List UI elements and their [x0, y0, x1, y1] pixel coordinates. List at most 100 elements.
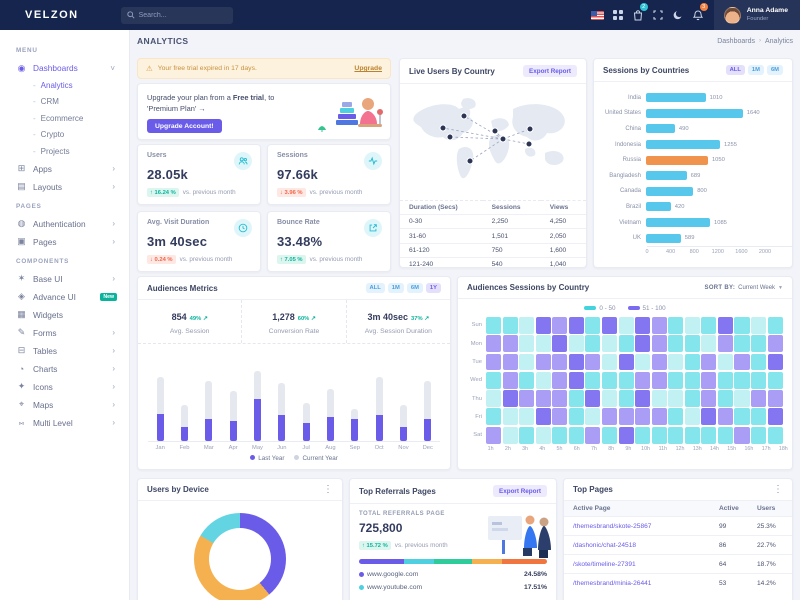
- referral-row[interactable]: www.google.com 24.58%: [359, 571, 547, 578]
- device-donut-chart[interactable]: [194, 513, 286, 600]
- heatmap-cell[interactable]: [635, 390, 651, 407]
- heatmap-cell[interactable]: [751, 390, 767, 407]
- heatmap-cell[interactable]: [635, 353, 651, 371]
- heatmap-cell[interactable]: [635, 426, 651, 444]
- heatmap-cell[interactable]: [717, 426, 733, 444]
- month-bar-column[interactable]: [294, 354, 318, 441]
- country-bar[interactable]: [646, 171, 687, 181]
- heatmap-cell[interactable]: [767, 426, 783, 444]
- month-bar-column[interactable]: [416, 354, 440, 441]
- country-bar[interactable]: [646, 186, 694, 196]
- heatmap-cell[interactable]: [552, 317, 568, 334]
- heatmap-cell[interactable]: [701, 390, 717, 407]
- page-link[interactable]: /dashonic/chat-24518: [564, 535, 710, 555]
- heatmap-cell[interactable]: [701, 353, 717, 371]
- kebab-menu-icon[interactable]: ⋮: [773, 483, 783, 495]
- dark-mode-button[interactable]: [668, 0, 688, 30]
- heatmap-cell[interactable]: [635, 317, 651, 334]
- heatmap-cell[interactable]: [535, 426, 551, 444]
- heatmap-cell[interactable]: [585, 426, 601, 444]
- language-flag-button[interactable]: [588, 0, 608, 30]
- app-logo[interactable]: VELZON: [25, 9, 79, 21]
- heatmap-cell[interactable]: [601, 408, 617, 426]
- heatmap-cell[interactable]: [618, 426, 634, 444]
- heatmap-cell[interactable]: [734, 317, 750, 334]
- sort-by-dropdown[interactable]: SORT BY: Current Week ▼: [705, 285, 783, 291]
- month-bar-column[interactable]: [148, 354, 172, 441]
- heatmap-cell[interactable]: [767, 335, 783, 353]
- heatmap-cell[interactable]: [684, 426, 700, 444]
- heatmap-cell[interactable]: [519, 390, 535, 407]
- heatmap-cell[interactable]: [519, 408, 535, 426]
- heatmap-cell[interactable]: [651, 390, 667, 407]
- cart-button[interactable]: 2: [628, 0, 648, 30]
- country-bar[interactable]: [646, 140, 721, 150]
- heatmap-cell[interactable]: [751, 353, 767, 371]
- heatmap-cell[interactable]: [668, 353, 684, 371]
- heatmap-cell[interactable]: [618, 390, 634, 407]
- filter-6m[interactable]: 6M: [766, 65, 783, 75]
- country-bar[interactable]: [646, 93, 706, 103]
- heatmap-cell[interactable]: [601, 371, 617, 389]
- heatmap-cell[interactable]: [552, 353, 568, 371]
- filter-all[interactable]: ALL: [725, 65, 745, 75]
- heatmap-cell[interactable]: [717, 353, 733, 371]
- heatmap-cell[interactable]: [601, 426, 617, 444]
- sidebar-item-dashboards[interactable]: ◉ Dashboards ˅: [16, 59, 119, 77]
- country-bar[interactable]: [646, 124, 675, 134]
- heatmap-cell[interactable]: [601, 390, 617, 407]
- heatmap-cell[interactable]: [585, 335, 601, 353]
- user-menu[interactable]: Anna Adame Founder: [713, 0, 800, 30]
- sidebar-item-authentication[interactable]: ◍ Authentication ›: [16, 215, 119, 233]
- heatmap-cell[interactable]: [618, 371, 634, 389]
- filter-1m[interactable]: 1M: [387, 283, 404, 293]
- heatmap-cell[interactable]: [585, 408, 601, 426]
- heatmap-cell[interactable]: [568, 408, 584, 426]
- heatmap-cell[interactable]: [519, 426, 535, 444]
- heatmap-cell[interactable]: [618, 353, 634, 371]
- sidebar-subitem-crm[interactable]: CRM: [16, 94, 119, 111]
- heatmap-cell[interactable]: [684, 317, 700, 334]
- breadcrumb-item[interactable]: Analytics: [764, 37, 793, 45]
- heatmap-cell[interactable]: [486, 353, 502, 371]
- sidebar-item-maps[interactable]: ⌖ Maps ›: [16, 396, 119, 414]
- heatmap-cell[interactable]: [519, 317, 535, 334]
- heatmap-cell[interactable]: [684, 335, 700, 353]
- month-bar-column[interactable]: [367, 354, 391, 441]
- export-report-button[interactable]: Export Report: [523, 65, 577, 77]
- heatmap-cell[interactable]: [552, 426, 568, 444]
- heatmap-cell[interactable]: [684, 408, 700, 426]
- heatmap-cell[interactable]: [767, 390, 783, 407]
- sidebar-item-layouts[interactable]: ▤ Layouts ›: [16, 178, 119, 196]
- heatmap-cell[interactable]: [486, 335, 502, 353]
- heatmap-cell[interactable]: [585, 371, 601, 389]
- heatmap-cell[interactable]: [535, 317, 551, 334]
- sidebar-item-advance-ui[interactable]: ◈ Advance UI New: [16, 288, 119, 306]
- country-bar[interactable]: [646, 108, 743, 118]
- heatmap-cell[interactable]: [668, 317, 684, 334]
- heatmap-cell[interactable]: [618, 317, 634, 334]
- heatmap-cell[interactable]: [651, 353, 667, 371]
- heatmap-cell[interactable]: [568, 353, 584, 371]
- heatmap-cell[interactable]: [535, 335, 551, 353]
- month-bar-column[interactable]: [270, 354, 294, 441]
- notifications-button[interactable]: 3: [688, 0, 708, 30]
- heatmap-cell[interactable]: [717, 408, 733, 426]
- heatmap-cell[interactable]: [751, 317, 767, 334]
- heatmap-cell[interactable]: [601, 353, 617, 371]
- apps-grid-button[interactable]: [608, 0, 628, 30]
- heatmap-cell[interactable]: [717, 335, 733, 353]
- heatmap-cell[interactable]: [568, 390, 584, 407]
- heatmap-cell[interactable]: [668, 335, 684, 353]
- heatmap-cell[interactable]: [519, 371, 535, 389]
- heatmap-cell[interactable]: [734, 390, 750, 407]
- heatmap-cell[interactable]: [552, 335, 568, 353]
- heatmap-cell[interactable]: [701, 317, 717, 334]
- heatmap-cell[interactable]: [734, 371, 750, 389]
- heatmap-cell[interactable]: [601, 335, 617, 353]
- sidebar-item-icons[interactable]: ✦ Icons ›: [16, 378, 119, 396]
- country-bar[interactable]: [646, 155, 708, 165]
- country-bar[interactable]: [646, 218, 710, 228]
- heatmap-cell[interactable]: [668, 408, 684, 426]
- heatmap-cell[interactable]: [668, 371, 684, 389]
